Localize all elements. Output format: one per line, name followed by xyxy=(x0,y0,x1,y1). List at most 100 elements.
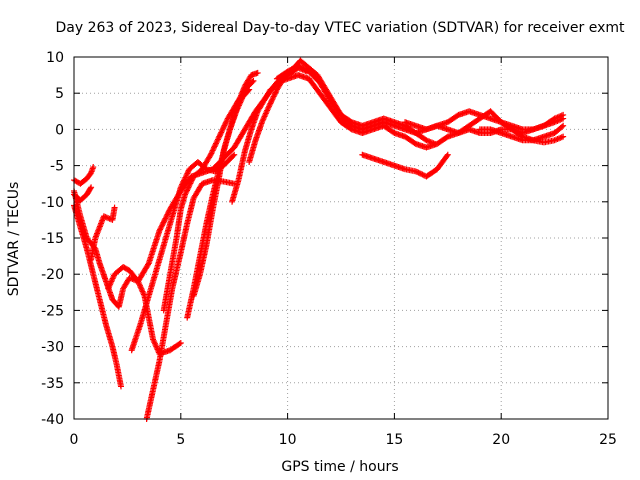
data-point xyxy=(560,111,567,118)
x-tick-label: 0 xyxy=(70,432,79,448)
data-point xyxy=(162,215,169,222)
data-point xyxy=(220,123,227,130)
data-point xyxy=(250,77,257,84)
data-point xyxy=(558,123,565,130)
data-point xyxy=(181,175,188,182)
y-tick-label: -40 xyxy=(41,412,64,428)
data-point xyxy=(271,90,278,97)
data-point xyxy=(176,340,183,347)
data-point xyxy=(270,93,277,100)
data-point xyxy=(245,87,252,94)
data-point xyxy=(249,78,256,85)
data-point xyxy=(246,86,253,93)
data-point xyxy=(181,177,188,184)
data-point xyxy=(418,170,425,177)
data-point xyxy=(184,187,191,194)
data-point xyxy=(144,261,151,268)
data-point xyxy=(183,188,190,195)
data-point xyxy=(178,182,185,189)
y-tick-label: 10 xyxy=(46,50,64,66)
tick-labels: 0 5 10 15 20 25 -40 -35 -30 -25 -20 -15 -10 -5 0 5 10 xyxy=(41,50,617,448)
data-point xyxy=(177,339,184,346)
data-point xyxy=(185,169,192,176)
data-point xyxy=(217,130,224,137)
data-point xyxy=(220,125,227,132)
series-track-9 xyxy=(160,69,261,314)
data-point xyxy=(161,216,168,223)
data-point xyxy=(179,181,186,188)
data-point xyxy=(87,170,94,177)
data-point xyxy=(231,151,238,158)
data-point xyxy=(272,89,279,96)
data-point xyxy=(187,179,194,186)
data-point xyxy=(111,204,118,211)
series-track-11 xyxy=(190,86,253,299)
data-point xyxy=(163,212,170,219)
data-point xyxy=(159,220,166,227)
data-point xyxy=(269,94,276,101)
data-point xyxy=(157,226,164,233)
data-point xyxy=(215,135,222,142)
data-point xyxy=(266,103,273,110)
data-point xyxy=(161,218,168,225)
data-point xyxy=(443,152,450,159)
axis-ticks xyxy=(73,56,609,420)
data-point xyxy=(223,118,230,125)
y-tick-label: -25 xyxy=(41,303,64,319)
series-track-15 xyxy=(359,151,451,180)
data-point xyxy=(210,144,217,151)
data-point xyxy=(180,178,187,185)
data-point xyxy=(219,126,226,133)
data-point xyxy=(560,133,567,140)
data-point xyxy=(214,136,221,143)
data-point xyxy=(254,69,261,76)
series-track-14 xyxy=(273,62,438,147)
y-tick-label: 0 xyxy=(55,122,64,138)
data-point xyxy=(158,223,165,230)
data-point xyxy=(218,128,225,135)
data-point xyxy=(159,222,166,229)
series-track-1 xyxy=(71,164,97,187)
data-point xyxy=(209,148,216,155)
data-point xyxy=(271,92,278,99)
x-tick-label: 15 xyxy=(385,432,403,448)
data-point xyxy=(419,171,426,178)
y-axis-label: SDTVAR / TECUs xyxy=(6,182,22,297)
y-tick-label: -10 xyxy=(41,195,64,211)
data-point xyxy=(187,180,194,187)
data-point xyxy=(185,184,192,191)
y-tick-label: -15 xyxy=(41,231,64,247)
data-point xyxy=(163,214,170,221)
data-point xyxy=(218,129,225,136)
y-tick-label: -5 xyxy=(50,159,64,175)
series-track-8 xyxy=(143,177,238,422)
data-point xyxy=(268,97,275,104)
data-point xyxy=(415,169,422,176)
series-track-16 xyxy=(402,108,567,133)
data-point xyxy=(208,150,215,157)
data-point xyxy=(164,211,171,218)
data-point xyxy=(182,174,189,181)
data-point xyxy=(160,219,167,226)
data-point xyxy=(266,101,273,108)
data-point xyxy=(431,140,438,147)
data-point xyxy=(216,132,223,139)
x-tick-label: 5 xyxy=(176,432,185,448)
data-point xyxy=(183,173,190,180)
series-track-5 xyxy=(88,204,118,263)
series-track-17 xyxy=(476,126,567,146)
data-point xyxy=(177,184,184,191)
data-point xyxy=(444,151,451,158)
data-point xyxy=(211,143,218,150)
data-point xyxy=(267,100,274,107)
data-point xyxy=(412,168,419,175)
data-series xyxy=(71,57,567,422)
data-point xyxy=(221,122,228,129)
data-point xyxy=(268,99,275,106)
data-point xyxy=(222,119,229,126)
data-point xyxy=(207,151,214,158)
data-point xyxy=(88,184,95,191)
data-point xyxy=(184,185,191,192)
data-point xyxy=(210,146,217,153)
